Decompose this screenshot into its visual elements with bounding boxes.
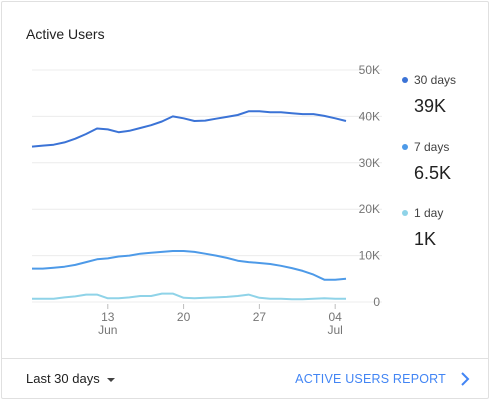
legend-row: 7 days xyxy=(402,140,488,154)
y-tick-label: 40K xyxy=(359,109,380,123)
y-tick-label: 0 xyxy=(373,295,380,309)
y-tick-label: 30K xyxy=(359,156,380,170)
series-line-7-days xyxy=(32,250,347,281)
legend-dot-icon xyxy=(402,77,408,83)
date-range-dropdown[interactable]: Last 30 days xyxy=(26,371,115,387)
chart-gridlines xyxy=(32,69,382,303)
legend-row: 1 day xyxy=(402,206,488,220)
x-tick-label-day: 13 xyxy=(101,310,115,324)
legend-label: 30 days xyxy=(414,73,457,87)
legend-label: 1 day xyxy=(414,206,444,220)
card-title: Active Users xyxy=(26,26,105,42)
x-tick-label-month: Jun xyxy=(98,323,117,337)
chart-y-ticks: 50K 40K 30K 20K 10K 0 xyxy=(359,63,381,309)
report-link-label: ACTIVE USERS REPORT xyxy=(295,372,446,386)
legend-dot-icon xyxy=(402,210,408,216)
x-tick-label-month: Jul xyxy=(328,323,343,337)
x-tick-label-day: 20 xyxy=(177,310,191,324)
chart-series xyxy=(31,110,347,301)
legend-item: 1 day 1K xyxy=(402,206,488,250)
y-tick-label: 10K xyxy=(359,249,380,263)
legend-row: 30 days xyxy=(402,73,488,87)
series-line-1-day xyxy=(32,292,346,301)
legend-item: 7 days 6.5K xyxy=(402,140,488,184)
y-tick-label: 20K xyxy=(359,202,380,216)
legend-value: 39K xyxy=(414,96,447,116)
caret-down-icon xyxy=(106,377,115,382)
series-line-30-days xyxy=(31,110,347,148)
legend-item: 30 days 39K xyxy=(402,73,488,117)
x-tick-label-day: 04 xyxy=(328,310,342,324)
date-range-label: Last 30 days xyxy=(26,371,100,386)
x-tick-label-day: 27 xyxy=(253,310,267,324)
legend-value: 1K xyxy=(414,229,437,249)
y-tick-label: 50K xyxy=(359,63,380,77)
legend-dot-icon xyxy=(402,144,408,150)
footer-divider xyxy=(2,358,488,359)
chevron-right-icon xyxy=(461,372,470,386)
legend-value: 6.5K xyxy=(414,163,452,183)
legend-label: 7 days xyxy=(414,140,450,154)
active-users-report-link[interactable]: ACTIVE USERS REPORT xyxy=(295,371,470,387)
